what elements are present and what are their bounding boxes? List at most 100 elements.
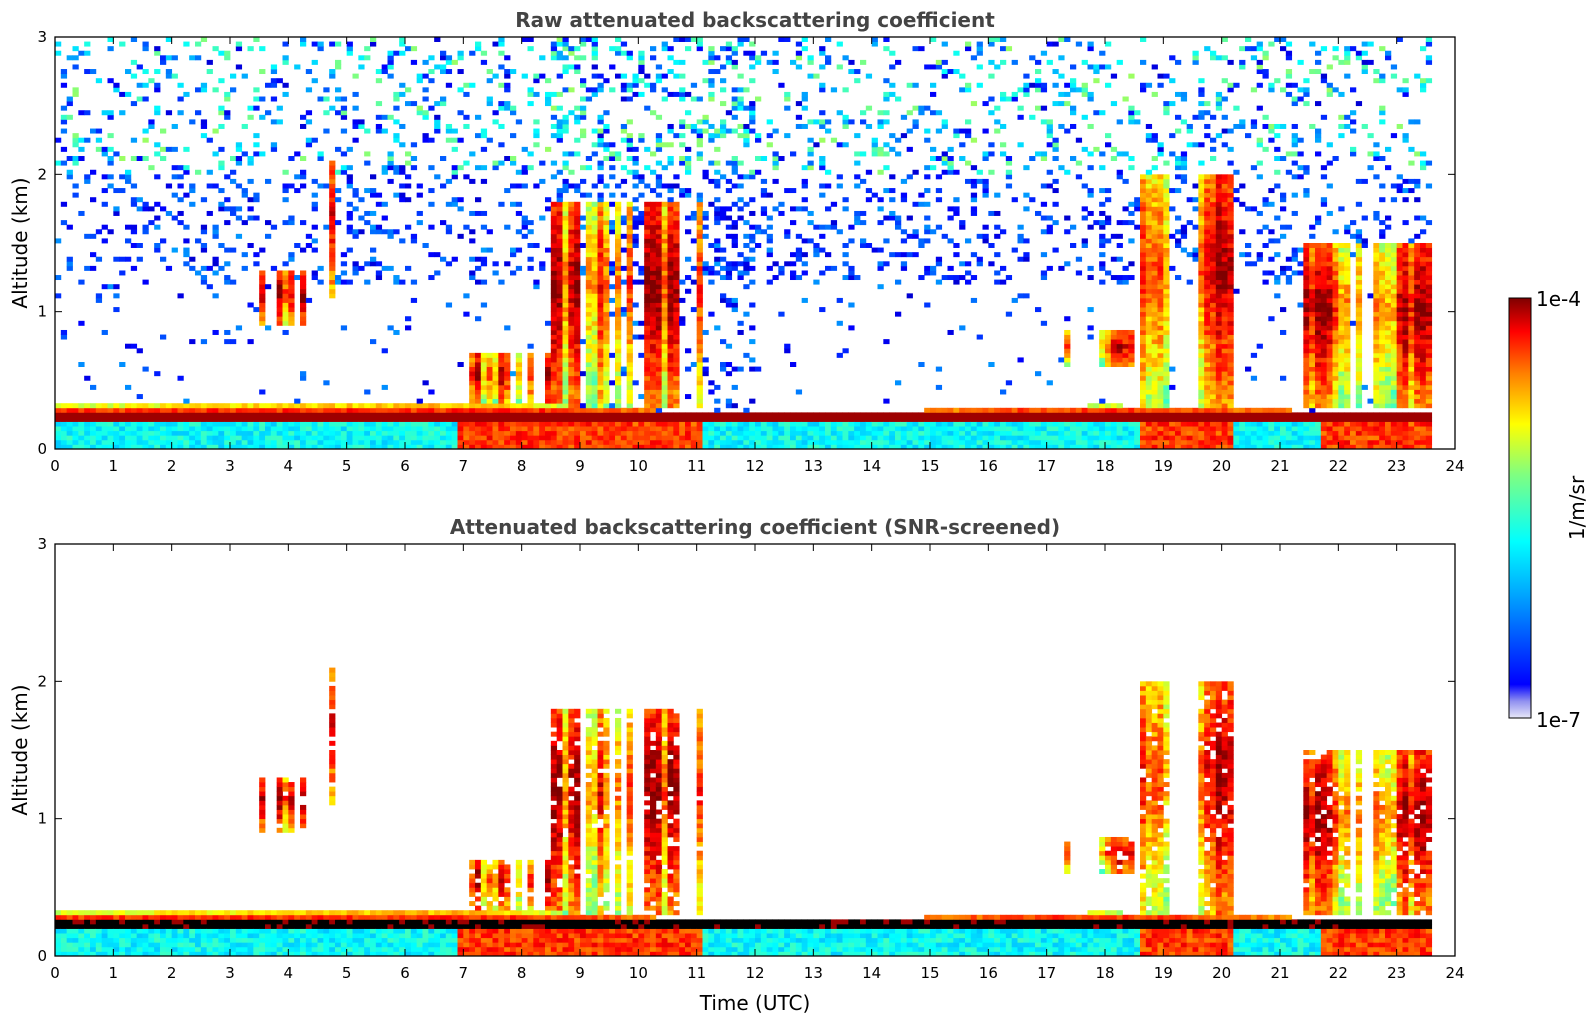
heatmap-cell (434, 123, 441, 129)
heatmap-cell (492, 380, 499, 386)
heatmap-cell (241, 444, 248, 449)
heatmap-cell (574, 403, 581, 409)
heatmap-cell (661, 435, 668, 441)
heatmap-cell (685, 416, 692, 422)
heatmap-cell (218, 188, 225, 194)
heatmap-cell (294, 174, 301, 180)
heatmap-cell (638, 220, 645, 226)
heatmap-cell (358, 119, 365, 125)
heatmap-cell (498, 279, 505, 285)
heatmap-cell (381, 435, 388, 441)
heatmap-cell (352, 233, 359, 239)
heatmap-cell (160, 55, 167, 61)
heatmap-cell (276, 430, 283, 436)
heatmap-cell (294, 444, 301, 449)
heatmap-cell (585, 311, 593, 317)
heatmap-cell (107, 426, 114, 432)
heatmap-cell (959, 426, 966, 432)
heatmap-cell (533, 421, 540, 427)
heatmap-cell (1058, 426, 1065, 432)
heatmap-cell (521, 444, 528, 449)
heatmap-cell (743, 421, 750, 427)
heatmap-cell (475, 389, 482, 395)
heatmap-cell (101, 146, 108, 152)
heatmap-cell (731, 96, 738, 102)
heatmap-cell (515, 416, 523, 422)
heatmap-cell (988, 416, 995, 422)
heatmap-cell (90, 128, 97, 134)
heatmap-cell (387, 73, 394, 79)
heatmap-cell (393, 133, 400, 139)
heatmap-cell (550, 55, 558, 61)
panel-raw-heatmap (55, 37, 1433, 449)
heatmap-cell (702, 224, 709, 230)
heatmap-cell (918, 421, 925, 427)
heatmap-cell (556, 334, 563, 340)
heatmap-cell (1099, 279, 1106, 285)
heatmap-cell (416, 426, 423, 432)
heatmap-cell (498, 64, 505, 70)
heatmap-cell (1035, 82, 1042, 88)
heatmap-cell (603, 357, 610, 363)
heatmap-cell (550, 334, 558, 340)
heatmap-cell (696, 389, 703, 395)
heatmap-cell (714, 169, 721, 175)
heatmap-cell (445, 128, 453, 134)
heatmap-cell (224, 206, 231, 212)
heatmap-cell (387, 439, 394, 445)
heatmap-cell (632, 169, 639, 175)
heatmap-cell (90, 384, 97, 390)
heatmap-cell (142, 435, 149, 441)
heatmap-cell (550, 362, 558, 367)
heatmap-cell (364, 210, 371, 216)
heatmap-cell (860, 59, 867, 65)
heatmap-cell (696, 311, 703, 317)
heatmap-cell (778, 439, 785, 445)
heatmap-cell (340, 169, 348, 175)
heatmap-cell (66, 156, 73, 161)
heatmap-cell (1105, 334, 1112, 340)
heatmap-cell (276, 275, 283, 281)
heatmap-cell (270, 96, 278, 102)
heatmap-cell (661, 394, 668, 400)
heatmap-cell (644, 238, 651, 244)
heatmap-cell (982, 183, 989, 189)
heatmap-cell (1134, 206, 1141, 212)
heatmap-cell (1140, 375, 1147, 381)
heatmap-cell (335, 197, 342, 203)
heatmap-cell (1023, 87, 1030, 93)
heatmap-cell (650, 384, 657, 390)
heatmap-cell (749, 78, 756, 84)
heatmap-cell (504, 357, 511, 363)
heatmap-cell (994, 192, 1001, 198)
heatmap-cell (515, 412, 523, 418)
heatmap-cell (527, 357, 534, 363)
heatmap-cell (399, 407, 406, 413)
heatmap-cell (107, 439, 114, 445)
heatmap-cell (451, 137, 458, 143)
heatmap-cell (568, 339, 575, 345)
heatmap-cell (1087, 334, 1094, 340)
heatmap-cell (142, 430, 149, 436)
heatmap-cell (860, 210, 867, 216)
heatmap-cell (790, 362, 797, 367)
heatmap-cell (66, 256, 73, 262)
heatmap-cell (101, 444, 108, 449)
heatmap-cell (696, 119, 703, 125)
heatmap-cell (556, 206, 563, 212)
heatmap-cell (970, 192, 978, 198)
heatmap-cell (504, 439, 511, 445)
heatmap-cell (632, 206, 639, 212)
heatmap-cell (416, 439, 423, 445)
heatmap-cell (632, 380, 639, 386)
heatmap-cell (690, 426, 698, 432)
heatmap-cell (364, 55, 371, 61)
heatmap-cell (527, 412, 534, 418)
heatmap-cell (900, 114, 908, 120)
heatmap-cell (597, 297, 604, 303)
heatmap-cell (883, 426, 890, 432)
heatmap-cell (760, 412, 768, 418)
heatmap-cell (591, 64, 598, 70)
heatmap-cell (696, 201, 703, 207)
heatmap-cell (504, 156, 511, 161)
